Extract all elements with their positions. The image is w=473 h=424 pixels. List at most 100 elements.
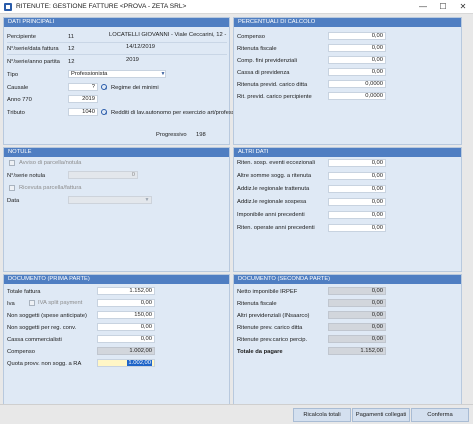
serie-fattura-label: N°/serie/data fattura (7, 46, 59, 52)
row-label: Ritenute prev.carico percip. (237, 337, 308, 343)
panel-header: ALTRI DATI (234, 148, 461, 157)
rit-prev-ditta-field: 0,00 (328, 323, 386, 331)
serie-fattura-data[interactable]: 14/12/2019 (126, 44, 156, 50)
iva-split-checkbox[interactable] (29, 300, 35, 306)
panel-header: NOTULE (4, 148, 229, 157)
chevron-down-icon[interactable]: ▼ (160, 71, 166, 77)
ritenuta-fiscale-pct-field[interactable]: 0,00 (328, 44, 386, 52)
serie-anno-label: N°/serie/anno partita (7, 59, 60, 65)
row-label: Riten. operate anni precedenti (237, 225, 315, 231)
cassa-previdenza-pct-field[interactable]: 0,00 (328, 68, 386, 76)
anno770-label: Anno 770 (7, 97, 32, 103)
row-label: Ritenute prev. carico ditta (237, 325, 303, 331)
window-client: DATI PRINCIPALI Percipiente 11 LOCATELLI… (0, 14, 473, 424)
button-bar: Ricalcola totali Pagamenti collegati Con… (0, 404, 473, 424)
altre-somme-field[interactable]: 0,00 (328, 172, 386, 180)
compenso-label: Compenso (7, 349, 36, 355)
percipiente-label: Percipiente (7, 34, 37, 40)
title-bar: RITENUTE: GESTIONE FATTURE <PROVA - ZETA… (0, 0, 473, 14)
search-icon[interactable] (100, 108, 107, 116)
divider (7, 42, 227, 43)
quota-field[interactable]: 1.002,00 (97, 359, 155, 367)
rit-prev-ditta-pct-field[interactable]: 0,0000 (328, 80, 386, 88)
row-label: Ritenuta fiscale (237, 301, 277, 307)
window-title: RITENUTE: GESTIONE FATTURE <PROVA - ZETA… (16, 3, 187, 10)
non-soggetti-field[interactable]: 150,00 (97, 311, 155, 319)
panel-header: DOCUMENTO (PRIMA PARTE) (4, 275, 229, 284)
row-label: Imponibile anni precedenti (237, 212, 305, 218)
quota-label: Quota provv. non sogg. a RA (7, 361, 82, 367)
percipiente-code[interactable]: 11 (68, 34, 75, 40)
chevron-down-icon[interactable]: ▼ (144, 197, 150, 203)
row-label: Cassa di previdenza (237, 70, 290, 76)
non-soggetti-conv-field[interactable]: 0,00 (97, 323, 155, 331)
serie-anno-anno[interactable]: 2019 (126, 57, 139, 63)
serie-anno-num[interactable]: 12 (68, 59, 75, 65)
row-label: Rit. previd. carico percipiente (237, 94, 312, 100)
row-label: Comp. fini previdenziali (237, 58, 297, 64)
close-button[interactable]: ✕ (459, 2, 467, 11)
regime-minimi-label: Regime dei minimi (111, 85, 159, 91)
percipiente-name: LOCATELLI GIOVANNI - Viale Ceccarini, 12… (109, 32, 227, 38)
row-label: Addiz.le regionale trattenuta (237, 186, 310, 192)
riten-sosp-field[interactable]: 0,00 (328, 159, 386, 167)
row-label: Ritenuta fiscale (237, 46, 277, 52)
row-label: Addiz.le regionale sospesa (237, 199, 307, 205)
serie-notula-field[interactable]: 0 (68, 171, 138, 179)
ricevuta-checkbox[interactable] (9, 185, 15, 191)
panel-header: DATI PRINCIPALI (4, 18, 229, 27)
riten-anni-prec-field[interactable]: 0,00 (328, 224, 386, 232)
iva-field[interactable]: 0,00 (97, 299, 155, 307)
comp-fini-prev-pct-field[interactable]: 0,00 (328, 56, 386, 64)
maximize-button[interactable]: ☐ (439, 2, 447, 11)
progressivo-value: 198 (196, 132, 206, 138)
quota-selected-text: 1.002,00 (127, 360, 152, 366)
pagamenti-collegati-button[interactable]: Pagamenti collegati (352, 408, 410, 422)
compenso-field: 1.002,00 (97, 347, 155, 355)
data-field[interactable] (68, 196, 152, 204)
panel-documento-prima: DOCUMENTO (PRIMA PARTE) Totale fattura 1… (3, 274, 230, 412)
cassa-label: Cassa commercialisti (7, 337, 62, 343)
totale-fattura-label: Totale fattura (7, 289, 41, 295)
tributo-field[interactable]: 1040 (68, 108, 98, 116)
tipo-select[interactable]: Professionista (68, 70, 166, 78)
row-label: Netto imponibile IRPEF (237, 289, 298, 295)
row-label: Compenso (237, 34, 266, 40)
row-label: Ritenuta previd. carico ditta (237, 82, 308, 88)
addiz-trattenuta-field[interactable]: 0,00 (328, 185, 386, 193)
serie-fattura-num[interactable]: 12 (68, 46, 75, 52)
app-icon (4, 3, 12, 11)
avviso-checkbox[interactable] (9, 160, 15, 166)
netto-imponibile-field: 0,00 (328, 287, 386, 295)
search-icon[interactable] (100, 83, 107, 91)
serie-notula-label: N°/serie notula (7, 173, 46, 179)
panel-header: DOCUMENTO (SECONDA PARTE) (234, 275, 461, 284)
panel-altri-dati: ALTRI DATI Riten. sosp. eventi ecceziona… (233, 147, 462, 272)
non-soggetti-conv-label: Non soggetti per reg. conv. (7, 325, 77, 331)
anno770-field[interactable]: 2019 (68, 95, 98, 103)
ricalcola-totali-button[interactable]: Ricalcola totali (293, 408, 351, 422)
avviso-label: Avviso di parcella/notula (19, 160, 82, 166)
panel-percentuali: PERCENTUALI DI CALCOLO Compenso 0,00 Rit… (233, 17, 462, 145)
rit-prev-percip-pct-field[interactable]: 0,0000 (328, 92, 386, 100)
non-soggetti-label: Non soggetti (spese anticipate) (7, 313, 87, 319)
data-label: Data (7, 198, 20, 204)
causale-field[interactable]: ? (68, 83, 98, 91)
imponibile-anni-prec-field[interactable]: 0,00 (328, 211, 386, 219)
addiz-sospesa-field[interactable]: 0,00 (328, 198, 386, 206)
ricevuta-label: Ricevuta parcella/fattura (19, 185, 82, 191)
rit-prev-percip-field: 0,00 (328, 335, 386, 343)
altri-previdenziali-field: 0,00 (328, 311, 386, 319)
causale-label: Causale (7, 85, 29, 91)
cassa-field[interactable]: 0,00 (97, 335, 155, 343)
panel-notule: NOTULE Avviso di parcella/notula N°/seri… (3, 147, 230, 272)
tipo-label: Tipo (7, 72, 19, 78)
totale-fattura-field[interactable]: 1.152,00 (97, 287, 155, 295)
progressivo-label: Progressivo (156, 132, 187, 138)
minimize-button[interactable]: — (419, 2, 427, 11)
panel-documento-seconda: DOCUMENTO (SECONDA PARTE) Netto imponibi… (233, 274, 462, 412)
totale-pagare-field: 1.152,00 (328, 347, 386, 355)
conferma-button[interactable]: Conferma (411, 408, 469, 422)
tributo-description: Redditi di lav.autonomo per esercizio ar… (111, 110, 235, 116)
compenso-pct-field[interactable]: 0,00 (328, 32, 386, 40)
